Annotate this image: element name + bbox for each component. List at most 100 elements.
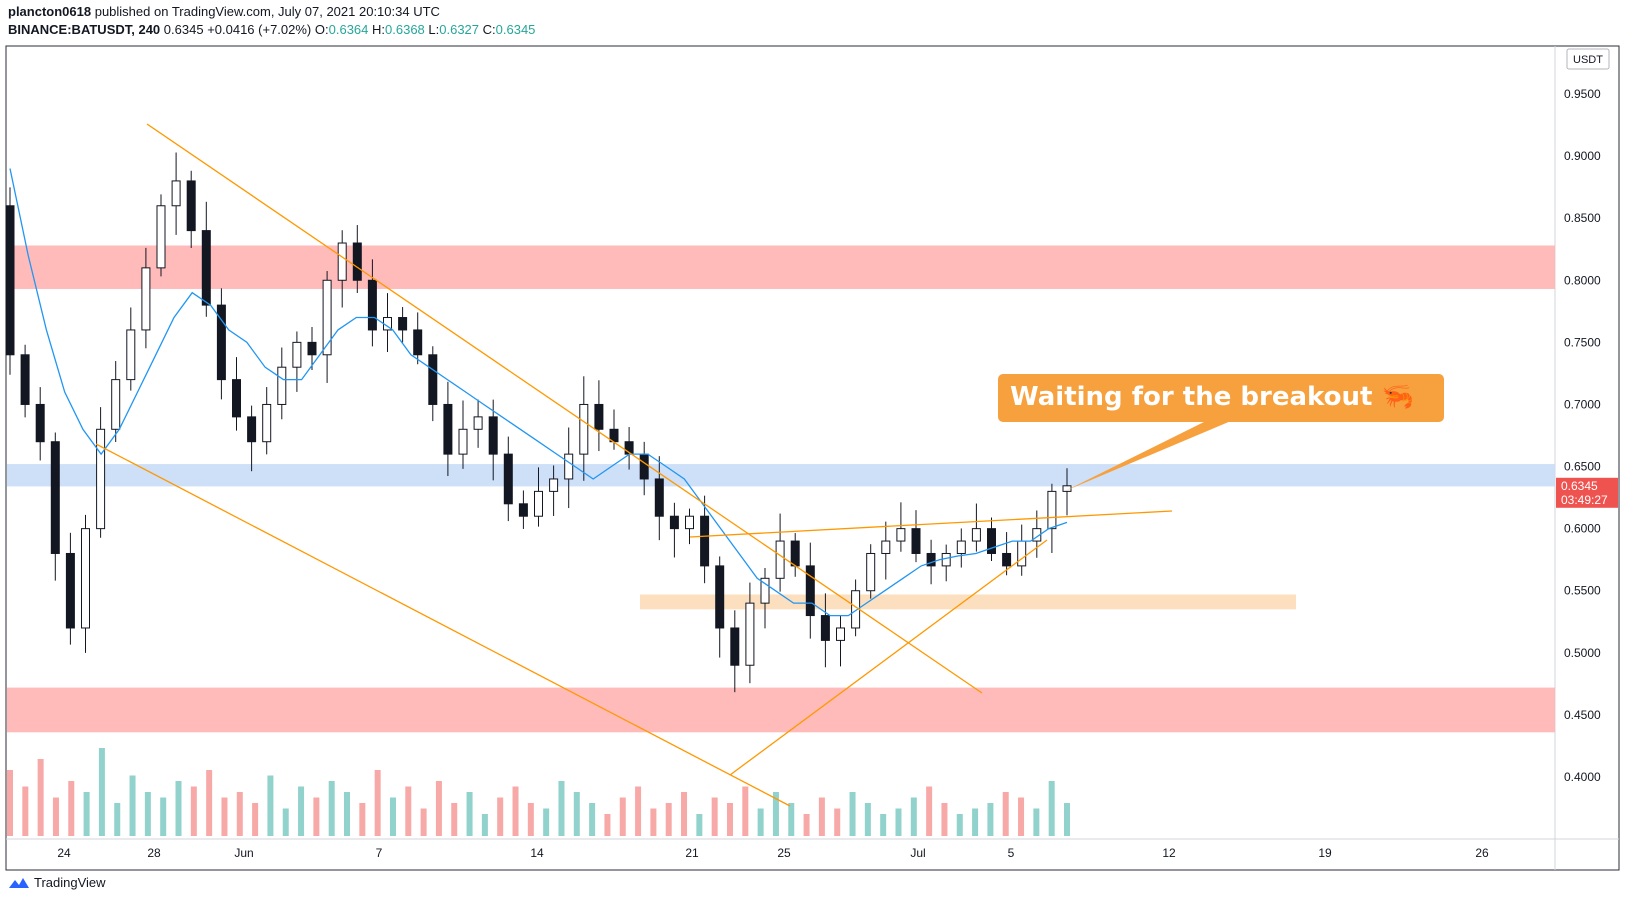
price-tick-label: 0.6500	[1564, 460, 1601, 474]
price-tick-label: 0.4500	[1564, 708, 1601, 722]
volume-bar	[1002, 792, 1009, 836]
price-zones	[7, 245, 1555, 733]
candle-body	[956, 540, 966, 554]
candle-body	[549, 478, 559, 492]
time-tick-label: 25	[777, 846, 791, 860]
volume-bar	[1033, 808, 1040, 836]
price-tick-label: 0.5500	[1564, 584, 1601, 598]
chart-frame	[5, 45, 1620, 871]
zone-resistance	[7, 245, 1555, 289]
volume-bar	[527, 803, 534, 836]
volume-bar	[206, 770, 213, 836]
low-label: L:	[428, 22, 440, 37]
price-tick-label: 0.6000	[1564, 522, 1601, 536]
breakout-callout: Waiting for the breakout 🦐	[998, 374, 1444, 491]
candle-body	[896, 528, 906, 542]
candle-body	[171, 180, 181, 207]
low-value: 0.6327	[439, 22, 480, 37]
candle-body	[654, 478, 664, 517]
volume-bar	[435, 781, 442, 836]
symbol-name: BINANCE:BATUSDT, 240	[8, 22, 161, 37]
volume-bar	[619, 797, 626, 836]
callout-pointer	[1065, 418, 1238, 491]
volume-bar	[497, 797, 504, 836]
candle-body	[1047, 490, 1057, 530]
volume-bar	[344, 792, 351, 836]
volume-bar	[83, 792, 90, 836]
time-tick-label: Jun	[234, 846, 253, 860]
time-tick-label: 28	[147, 846, 161, 860]
volume-bar	[481, 814, 488, 836]
candle-body	[1062, 485, 1072, 492]
volume-bar	[68, 781, 75, 836]
currency-box-bg	[1566, 48, 1610, 70]
candle-body	[81, 528, 90, 629]
volume-bar	[635, 786, 642, 836]
tradingview-footer[interactable]: TradingView	[8, 875, 106, 890]
price-tick-label: 0.5000	[1564, 646, 1601, 660]
volume-bar	[359, 803, 366, 836]
time-tick-label: 24	[57, 846, 71, 860]
volume-bar	[650, 808, 657, 836]
candle-body	[413, 329, 423, 356]
candle-body	[941, 552, 951, 567]
candle-body	[428, 354, 438, 405]
volume-bar	[466, 792, 473, 836]
callout-text: Waiting for the breakout 🦐	[1010, 382, 1414, 412]
author-name[interactable]: plancton0618	[8, 4, 92, 19]
candle-body	[1017, 540, 1027, 567]
candle-body	[866, 552, 876, 592]
candle-body	[5, 205, 15, 356]
close-value: 0.6345	[495, 22, 536, 37]
price-axis: 0.9500 0.9000 0.8500 0.8000 0.7500 0.7000 0.65…	[1564, 87, 1601, 784]
candle-body	[775, 540, 785, 579]
volume-bar	[512, 786, 519, 836]
candle-body	[292, 341, 302, 368]
publish-info: plancton0618 published on TradingView.co…	[8, 4, 440, 19]
volume-bar	[1018, 797, 1025, 836]
volume-bar	[696, 814, 703, 836]
candle-body	[458, 428, 468, 455]
volume-bar	[328, 781, 335, 836]
price-tick-label: 0.8000	[1564, 273, 1601, 287]
volume-bar	[573, 792, 580, 836]
volume-bar	[987, 803, 994, 836]
volume-bar	[941, 803, 948, 836]
price-badge-countdown: 03:49:27	[1561, 493, 1608, 507]
volume-bar	[818, 797, 825, 836]
close-label: C:	[482, 22, 496, 37]
candle-body	[881, 540, 891, 554]
time-tick-label: 5	[1008, 846, 1015, 860]
candle-body	[579, 403, 589, 455]
volume-bar	[956, 814, 963, 836]
candle-body	[836, 627, 845, 641]
volume-bar	[895, 808, 902, 836]
time-tick-label: 12	[1162, 846, 1176, 860]
trend-line	[95, 443, 791, 807]
candle-body	[247, 416, 257, 443]
candle-body	[307, 341, 317, 356]
volume-bar	[129, 775, 136, 836]
candle-body	[503, 453, 513, 505]
candle-body	[805, 565, 815, 617]
volume-bar	[98, 748, 105, 836]
zone-resistance-flip	[7, 464, 1555, 487]
price-badge: 0.6345 03:49:27	[1556, 477, 1618, 508]
candle-body	[337, 242, 347, 281]
candle-body	[790, 540, 800, 567]
currency-box[interactable]: USDT	[1566, 48, 1610, 70]
candle-body	[685, 515, 694, 530]
volume-bar	[834, 808, 841, 836]
candle-body	[518, 503, 528, 517]
candle-body	[639, 453, 649, 480]
zone-support	[640, 594, 1296, 610]
last-price: 0.6345	[163, 22, 204, 37]
volume-bar	[282, 808, 289, 836]
candle-body	[96, 428, 106, 530]
candle-body	[156, 205, 166, 269]
volume-bar	[772, 792, 779, 836]
volume-bar	[910, 797, 917, 836]
candle-body	[820, 615, 830, 641]
candles	[5, 152, 1072, 693]
